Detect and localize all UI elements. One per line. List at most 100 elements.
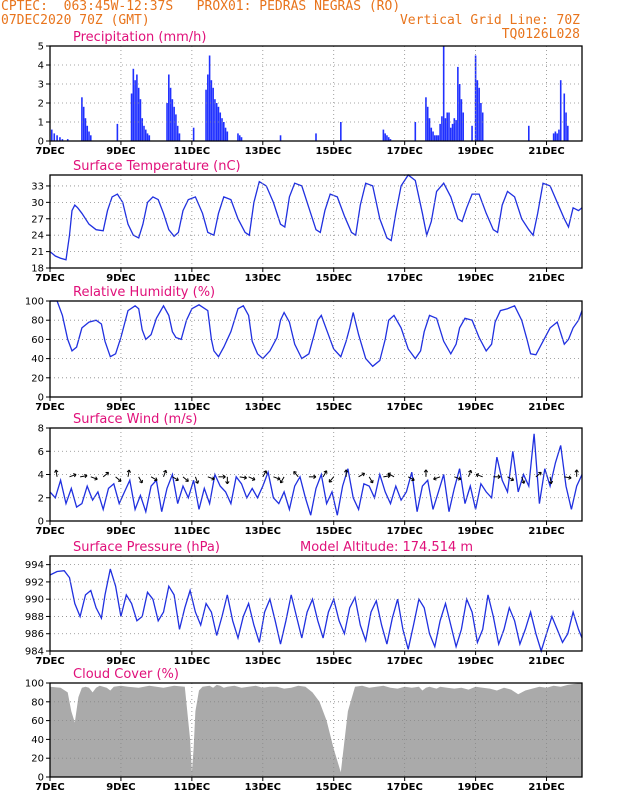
y-tick-label: 0 — [38, 517, 44, 528]
precip-bar — [435, 135, 438, 141]
panel-precipitation: 0 1 2 3 4 5 7DEC 9DEC 11DEC 13DEC 15DEC 17DEC 19DEC 2… — [35, 30, 583, 157]
wind-arrow-head — [154, 477, 158, 482]
x-tick-label: 9DEC — [106, 273, 135, 284]
wind-arrow-head — [423, 469, 429, 473]
y-tick-label: 33 — [31, 181, 44, 192]
temperature-frame — [49, 174, 583, 269]
temperature-title: Surface Temperature (nC) — [73, 159, 241, 174]
precip-bar — [61, 139, 64, 141]
precip-bar — [66, 139, 69, 141]
y-tick-label: 984 — [25, 647, 44, 658]
wind-arrow-head — [105, 471, 110, 476]
wind-arrow-head — [433, 476, 437, 481]
precip-bar — [192, 127, 195, 141]
precip-bar — [237, 133, 239, 141]
panel-cloud-cover: 0 20 40 60 80 100 7DEC 9DEC 11DEC 13DEC 15DEC 17DEC… — [25, 667, 583, 793]
precip-bar — [426, 106, 429, 141]
x-tick-label: 13DEC — [245, 656, 281, 667]
wind-arrow-head — [568, 475, 572, 480]
precip-bar — [340, 122, 342, 141]
x-tick-label: 11DEC — [174, 273, 210, 284]
humidity-title: Relative Humidity (%) — [73, 285, 215, 300]
precip-bar — [134, 80, 136, 141]
y-tick-label: 988 — [25, 612, 44, 623]
precip-bar — [89, 135, 92, 141]
wind-arrow-head — [548, 480, 554, 485]
x-tick-label: 7DEC — [35, 402, 64, 413]
precip-bar — [559, 80, 562, 141]
header-line3-right: TQ0126L028 — [501, 27, 580, 42]
wind-arrow-head — [497, 474, 501, 479]
precip-bar — [565, 112, 567, 141]
y-tick-label: 21 — [31, 247, 44, 258]
y-tick-label: 40 — [31, 354, 44, 365]
precip-bar — [56, 135, 58, 141]
precip-bar — [59, 137, 61, 141]
header-line1: CPTEC: 063:45W-12:37S PROX01: PEDRAS NEG… — [1, 0, 401, 14]
x-tick-label: 9DEC — [106, 656, 135, 667]
y-tick-label: 100 — [25, 679, 44, 690]
wind-arrow-shaft — [80, 475, 88, 478]
x-tick-label: 15DEC — [316, 402, 352, 413]
precip-bar — [449, 127, 452, 141]
wind-arrow-shaft — [239, 476, 247, 479]
y-tick-label: 80 — [31, 316, 44, 327]
precip-bar — [130, 93, 133, 141]
temperature-series-line — [49, 174, 583, 261]
precip-bar — [481, 112, 484, 141]
x-tick-label: 13DEC — [245, 402, 281, 413]
precip-bar — [171, 99, 174, 141]
panel-humidity: 0 20 40 60 80 100 7DEC 9DEC 11DEC 13DEC 15DEC 17DEC… — [25, 285, 583, 413]
precip-bar — [176, 125, 179, 141]
wind-arrow-head — [468, 469, 473, 474]
precip-bar — [178, 133, 181, 141]
y-tick-label: 4 — [38, 470, 44, 481]
wind-arrow-head — [521, 480, 526, 484]
wind-arrow-head — [263, 470, 268, 474]
x-tick-label: 17DEC — [386, 402, 422, 413]
precip-bar — [208, 55, 211, 141]
wind-arrow-shaft — [322, 470, 328, 478]
y-tick-label: 2 — [38, 493, 44, 504]
x-tick-label: 19DEC — [457, 402, 493, 413]
precip-bar — [222, 122, 225, 141]
panel-pressure: 984 986 988 990 992 994 7DEC 9DEC 11DEC 13DEC 15DE… — [25, 540, 583, 667]
x-tick-label: 7DEC — [35, 526, 64, 537]
x-tick-label: 13DEC — [245, 273, 281, 284]
y-tick-label: 4 — [38, 61, 44, 72]
precip-bar — [210, 80, 213, 141]
precip-bar — [556, 133, 558, 141]
precip-bar — [528, 125, 530, 141]
y-tick-label: 8 — [38, 424, 44, 435]
y-tick-label: 18 — [31, 264, 44, 275]
precip-bar — [81, 97, 83, 141]
precip-bar — [226, 131, 229, 141]
precip-bar — [425, 97, 427, 141]
precip-bar — [387, 137, 390, 141]
wind-arrow-shaft — [535, 471, 542, 478]
precip-bar — [567, 125, 569, 141]
wind-arrow-shaft — [387, 472, 395, 478]
wind-arrow-head — [323, 470, 328, 474]
precip-bar — [146, 133, 149, 141]
precip-bar — [441, 116, 443, 141]
precip-bar — [137, 87, 140, 141]
x-tick-label: 11DEC — [174, 402, 210, 413]
y-tick-label: 992 — [25, 577, 44, 588]
wind-arrow-head — [313, 474, 317, 479]
precip-bar — [386, 135, 388, 141]
y-tick-label: 994 — [25, 560, 44, 571]
wind-arrow-shaft — [69, 473, 77, 478]
x-tick-label: 11DEC — [174, 782, 210, 793]
x-tick-label: 21DEC — [528, 273, 564, 284]
wind-arrow-head — [411, 477, 415, 482]
precip-bar — [428, 118, 431, 141]
x-tick-label: 11DEC — [174, 526, 210, 537]
wind-arrow-shaft — [407, 476, 415, 481]
wind-arrow-head — [574, 469, 579, 473]
x-tick-label: 9DEC — [106, 526, 135, 537]
header-line2-right: Vertical Grid Line: 70Z — [399, 13, 580, 28]
header-line2-left: 07DEC2020 70Z (GMT) — [1, 13, 150, 28]
wind-arrow-head — [475, 473, 480, 478]
y-tick-label: 0 — [38, 393, 44, 404]
